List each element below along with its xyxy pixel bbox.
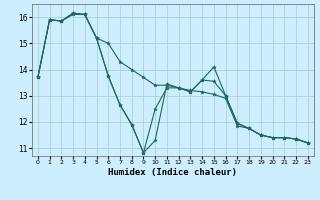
X-axis label: Humidex (Indice chaleur): Humidex (Indice chaleur) [108, 168, 237, 177]
